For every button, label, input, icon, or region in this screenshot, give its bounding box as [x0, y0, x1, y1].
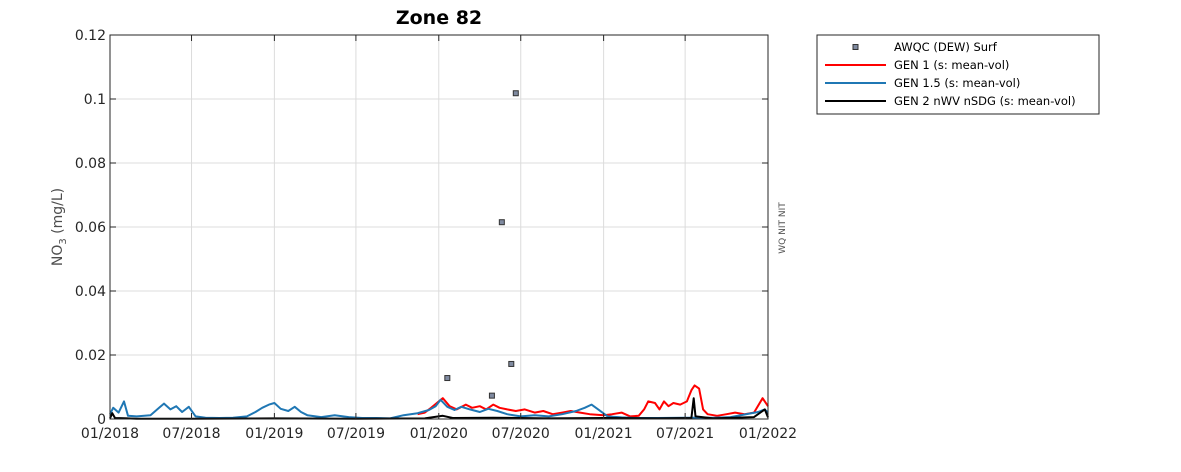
y-axis-label-unit: (mg/L): [50, 188, 66, 238]
scatter-point-3: [508, 360, 515, 367]
x-tick-label: 07/2020: [492, 426, 550, 442]
y-tick-label: 0.1: [84, 92, 106, 108]
y-tick-label: 0.12: [75, 28, 106, 44]
x-tick-label: 01/2019: [245, 426, 303, 442]
legend-label: GEN 2 nWV nSDG (s: mean-vol): [894, 94, 1076, 108]
legend-marker: [852, 44, 859, 50]
scatter-point-2: [498, 219, 505, 226]
y-tick-label: 0.06: [75, 220, 106, 236]
x-tick-label: 01/2020: [410, 426, 468, 442]
y-axis-label-main: NO: [50, 245, 66, 267]
y-tick-label: 0: [97, 412, 106, 428]
x-tick-label: 07/2021: [656, 426, 714, 442]
legend: AWQC (DEW) Surf GEN 1 (s: mean-vol) GEN 1.…: [816, 34, 1100, 115]
side-label: WQ NIT NIT: [778, 202, 788, 254]
legend-label: GEN 1.5 (s: mean-vol): [894, 76, 1020, 90]
scatter-point-1: [488, 392, 495, 399]
legend-label: GEN 1 (s: mean-vol): [894, 58, 1009, 72]
x-tick-labels: 01/2018 07/2018 01/2019 07/2019 01/2020 07/20…: [81, 426, 797, 442]
y-axis-label: NO3 (mg/L): [50, 188, 69, 266]
legend-items: AWQC (DEW) Surf GEN 1 (s: mean-vol) GEN 1.…: [825, 40, 1076, 108]
chart-title: Zone 82: [396, 7, 482, 29]
series-line-1: [417, 384, 769, 418]
x-tick-label: 01/2018: [81, 426, 139, 442]
y-tick-labels: 0 0.02 0.04 0.06 0.08 0.1 0.12: [75, 28, 106, 428]
legend-label: AWQC (DEW) Surf: [894, 40, 998, 54]
x-tick-label: 01/2022: [739, 426, 797, 442]
x-tick-label: 01/2021: [575, 426, 633, 442]
y-tick-label: 0.02: [75, 348, 106, 364]
y-axis-label-subscript: 3: [58, 238, 69, 244]
x-tick-label: 07/2019: [327, 426, 385, 442]
y-tick-label: 0.08: [75, 156, 106, 172]
scatter-point-0: [444, 375, 451, 382]
grid: [109, 34, 769, 420]
y-tick-label: 0.04: [75, 284, 106, 300]
x-tick-label: 07/2018: [162, 426, 220, 442]
axis-ticks: [109, 34, 769, 420]
scatter-point-4: [512, 90, 519, 97]
